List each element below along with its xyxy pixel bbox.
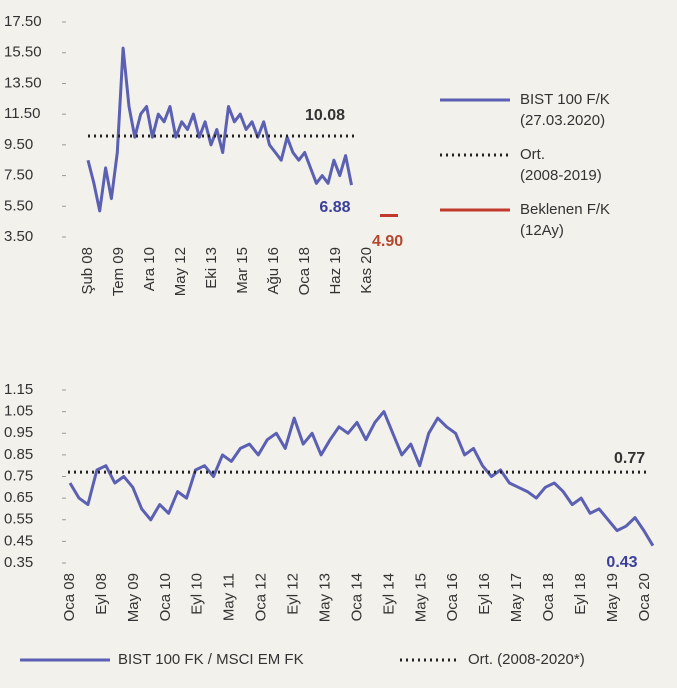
x-tick-label: Eyl 08 — [93, 573, 110, 615]
x-tick-label: Oca 20 — [636, 573, 653, 621]
y-tick-label: 3.50 — [4, 228, 33, 245]
x-tick-label: May 17 — [508, 573, 525, 622]
y-tick-label: 0.75 — [4, 467, 33, 484]
x-tick-label: May 09 — [125, 573, 142, 622]
x-tick-label: Şub 08 — [79, 247, 96, 295]
end-label: 6.88 — [319, 199, 350, 216]
x-tick-label: Ara 10 — [141, 247, 158, 291]
end-label: 0.43 — [606, 554, 637, 571]
x-tick-label: Ağu 16 — [265, 247, 282, 295]
x-tick-label: Oca 12 — [253, 573, 270, 621]
y-tick-label: 13.50 — [4, 74, 42, 91]
y-tick-label: 11.50 — [4, 105, 40, 122]
y-tick-label: 1.15 — [4, 381, 33, 398]
x-tick-label: Oca 16 — [444, 573, 461, 621]
x-tick-label: Oca 18 — [296, 247, 313, 295]
legend-label: BIST 100 FK / MSCI EM FK — [118, 651, 304, 668]
legend-label: Beklenen F/K (12Ay) — [520, 201, 610, 239]
legend-label: BIST 100 F/K (27.03.2020) — [520, 91, 610, 129]
x-tick-label: Mar 15 — [234, 247, 251, 294]
x-tick-label: May 15 — [412, 573, 429, 622]
x-tick-label: May 11 — [221, 573, 238, 621]
series-line — [68, 410, 655, 547]
y-tick-label: 1.05 — [4, 403, 33, 420]
legend-label: Ort. (2008-2020*) — [468, 651, 585, 668]
y-tick-label: 9.50 — [4, 136, 33, 153]
value-label: 0.77 — [614, 450, 645, 467]
y-tick-label: 0.85 — [4, 446, 33, 463]
x-tick-label: Oca 08 — [61, 573, 78, 621]
x-tick-label: May 13 — [316, 573, 333, 622]
x-tick-label: Eyl 10 — [189, 573, 206, 615]
x-tick-label: Eki 13 — [203, 247, 220, 289]
x-tick-label: Kas 20 — [358, 247, 375, 294]
y-tick-label: 17.50 — [4, 13, 42, 30]
x-tick-label: May 19 — [604, 573, 621, 622]
y-tick-label: 7.50 — [4, 167, 33, 184]
legend-label: Ort. (2008-2019) — [520, 146, 602, 184]
y-tick-label: 0.55 — [4, 511, 33, 528]
y-tick-label: 0.45 — [4, 532, 33, 549]
y-tick-label: 15.50 — [4, 44, 42, 61]
value-label: 10.08 — [305, 107, 345, 124]
series-line — [86, 46, 353, 213]
x-tick-label: Eyl 18 — [572, 573, 589, 615]
x-tick-label: Eyl 16 — [476, 573, 493, 615]
y-tick-label: 0.95 — [4, 424, 33, 441]
y-tick-label: 0.35 — [4, 554, 33, 571]
y-tick-label: 5.50 — [4, 197, 33, 214]
x-tick-label: Haz 19 — [327, 247, 344, 295]
x-tick-label: Oca 10 — [157, 573, 174, 621]
value-label: 4.90 — [372, 233, 403, 250]
x-tick-label: Eyl 12 — [285, 573, 302, 615]
x-tick-label: Tem 09 — [110, 247, 127, 296]
x-tick-label: May 12 — [172, 247, 189, 296]
x-tick-label: Oca 14 — [348, 573, 365, 621]
x-tick-label: Oca 18 — [540, 573, 557, 621]
y-tick-label: 0.65 — [4, 489, 33, 506]
x-tick-label: Eyl 14 — [380, 573, 397, 615]
